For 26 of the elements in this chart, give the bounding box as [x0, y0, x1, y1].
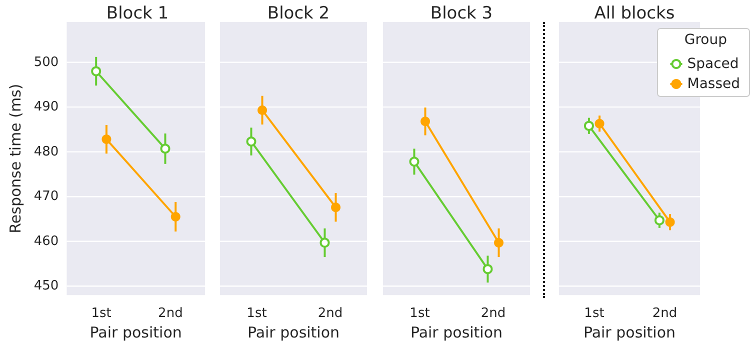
x-tick-label: 2nd — [158, 306, 183, 322]
x-tick-label: 2nd — [318, 306, 343, 322]
x-tick-label: 1st — [91, 306, 112, 322]
x-axis-title: Pair position — [410, 324, 503, 342]
legend-title: Group — [684, 32, 728, 48]
x-tick-label: 1st — [246, 306, 267, 322]
x-tick-label: 2nd — [480, 306, 506, 322]
chart-title: Block 3 — [430, 4, 493, 24]
y-tick-label: 500 — [34, 54, 59, 70]
x-axis-title: Pair position — [90, 324, 182, 342]
legend-label: Spaced — [687, 56, 739, 72]
y-tick-label: 480 — [34, 144, 59, 160]
x-axis-title: Pair position — [583, 324, 676, 342]
x-tick-label: 1st — [584, 306, 604, 322]
y-tick-label: 470 — [34, 189, 59, 204]
y-tick-label: 490 — [34, 100, 59, 115]
legend-label: Massed — [687, 76, 740, 92]
x-tick-label: 2nd — [652, 306, 678, 322]
x-tick-label: 1st — [410, 306, 430, 322]
chart-title: Block 1 — [106, 4, 169, 24]
y-axis-title: Response time (ms) — [6, 84, 24, 234]
chart-title: Block 2 — [267, 4, 330, 24]
y-tick-label: 460 — [34, 234, 59, 249]
y-tick-label: 450 — [34, 278, 59, 294]
chart-title: All blocks — [594, 4, 675, 24]
x-axis-title: Pair position — [247, 324, 340, 342]
